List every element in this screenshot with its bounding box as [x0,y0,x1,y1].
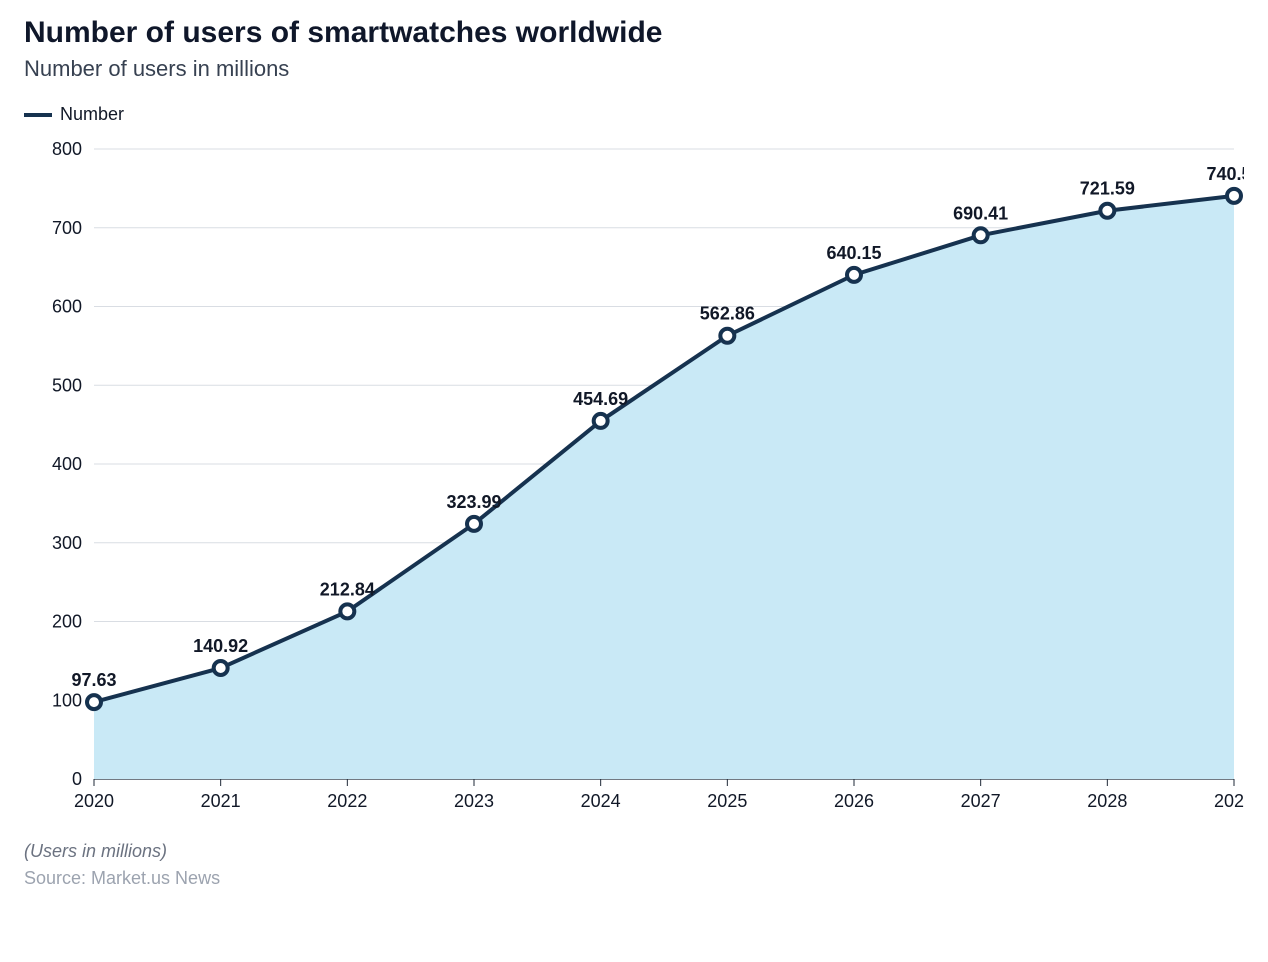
data-label: 640.15 [826,243,881,263]
y-tick-label: 600 [52,297,82,317]
legend-label: Number [60,104,124,125]
source-line: Source: Market.us News [24,868,1244,889]
x-tick-label: 2027 [961,791,1001,811]
data-label: 454.69 [573,389,628,409]
data-marker [1227,189,1241,203]
data-label: 323.99 [446,492,501,512]
data-marker [1100,204,1114,218]
data-marker [847,268,861,282]
y-tick-label: 300 [52,533,82,553]
data-label: 140.92 [193,636,248,656]
chart-footer: (Users in millions) Source: Market.us Ne… [24,841,1244,889]
data-label: 212.84 [320,579,375,599]
chart-svg: 0 100 200 300 400 500 600 700 800 2020 2021 2022 202… [24,139,1244,829]
footnote: (Users in millions) [24,841,1244,862]
data-marker [720,329,734,343]
x-tick-label: 2021 [201,791,241,811]
y-tick-label: 800 [52,139,82,159]
data-marker [974,228,988,242]
y-tick-label: 100 [52,690,82,710]
data-label: 562.86 [700,304,755,324]
legend-line-icon [24,113,52,117]
data-marker [214,661,228,675]
legend: Number [24,104,1244,125]
y-tick-label: 200 [52,612,82,632]
y-tick-label: 0 [72,769,82,789]
x-tick-label: 2022 [327,791,367,811]
data-label: 721.59 [1080,179,1135,199]
data-marker [594,414,608,428]
x-tick-label: 2026 [834,791,874,811]
chart-title: Number of users of smartwatches worldwid… [24,16,1244,50]
data-label: 740.53 [1206,164,1244,184]
data-label: 97.63 [71,670,116,690]
chart-container: Number of users of smartwatches worldwid… [0,0,1268,962]
x-tick-label: 2029 [1214,791,1244,811]
x-tick-label: 2028 [1087,791,1127,811]
y-tick-label: 400 [52,454,82,474]
y-tick-label: 500 [52,375,82,395]
chart-plot-area: 0 100 200 300 400 500 600 700 800 2020 2021 2022 202… [24,139,1244,829]
data-label: 690.41 [953,203,1008,223]
x-tick-label: 2020 [74,791,114,811]
x-tick-label: 2025 [707,791,747,811]
x-tick-label: 2024 [581,791,621,811]
data-marker [87,695,101,709]
data-marker [467,517,481,531]
chart-subtitle: Number of users in millions [24,56,1244,82]
y-tick-label: 700 [52,218,82,238]
x-tick-label: 2023 [454,791,494,811]
data-marker [340,604,354,618]
